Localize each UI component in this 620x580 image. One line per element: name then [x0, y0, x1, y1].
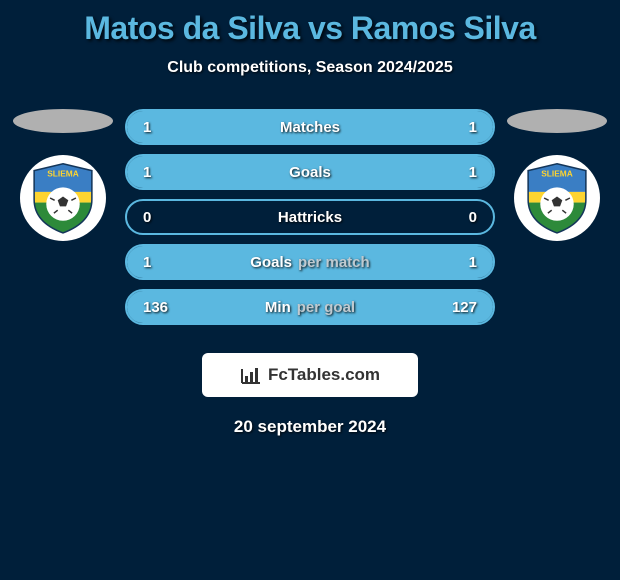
stat-label: Hattricks: [127, 201, 493, 233]
stat-bar: 11Goalsper match: [125, 244, 495, 280]
shield-icon: SLIEMA: [25, 160, 101, 236]
page-title: Matos da Silva vs Ramos Silva: [0, 10, 620, 47]
source-badge-label: FcTables.com: [268, 365, 380, 385]
stat-bar: 00Hattricks: [125, 199, 495, 235]
player-left-col: SLIEMA: [13, 109, 113, 241]
stat-bars: 11Matches 11Goals 00Hattricks 11Goalsper ma…: [125, 109, 495, 325]
subtitle: Club competitions, Season 2024/2025: [0, 59, 620, 77]
stat-bar: 11Matches: [125, 109, 495, 145]
shield-icon: SLIEMA: [519, 160, 595, 236]
comparison-card: Matos da Silva vs Ramos Silva Club compe…: [0, 0, 620, 580]
stat-label: Matches: [127, 111, 493, 143]
bar-chart-icon: [240, 365, 262, 385]
content-row: SLIEMA 11Matches 11Goals 00Hattricks 11Goal…: [0, 109, 620, 325]
player-right-avatar-placeholder: [507, 109, 607, 133]
club-logo-left: SLIEMA: [20, 155, 106, 241]
player-right-col: SLIEMA: [507, 109, 607, 241]
player-left-avatar-placeholder: [13, 109, 113, 133]
svg-text:SLIEMA: SLIEMA: [541, 169, 573, 179]
stat-label: Minper goal: [127, 291, 493, 323]
stat-bar: 11Goals: [125, 154, 495, 190]
date-label: 20 september 2024: [0, 417, 620, 437]
stat-label: Goals: [127, 156, 493, 188]
stat-bar: 136127Minper goal: [125, 289, 495, 325]
club-logo-right: SLIEMA: [514, 155, 600, 241]
svg-text:SLIEMA: SLIEMA: [47, 169, 79, 179]
source-badge[interactable]: FcTables.com: [202, 353, 418, 397]
stat-label: Goalsper match: [127, 246, 493, 278]
